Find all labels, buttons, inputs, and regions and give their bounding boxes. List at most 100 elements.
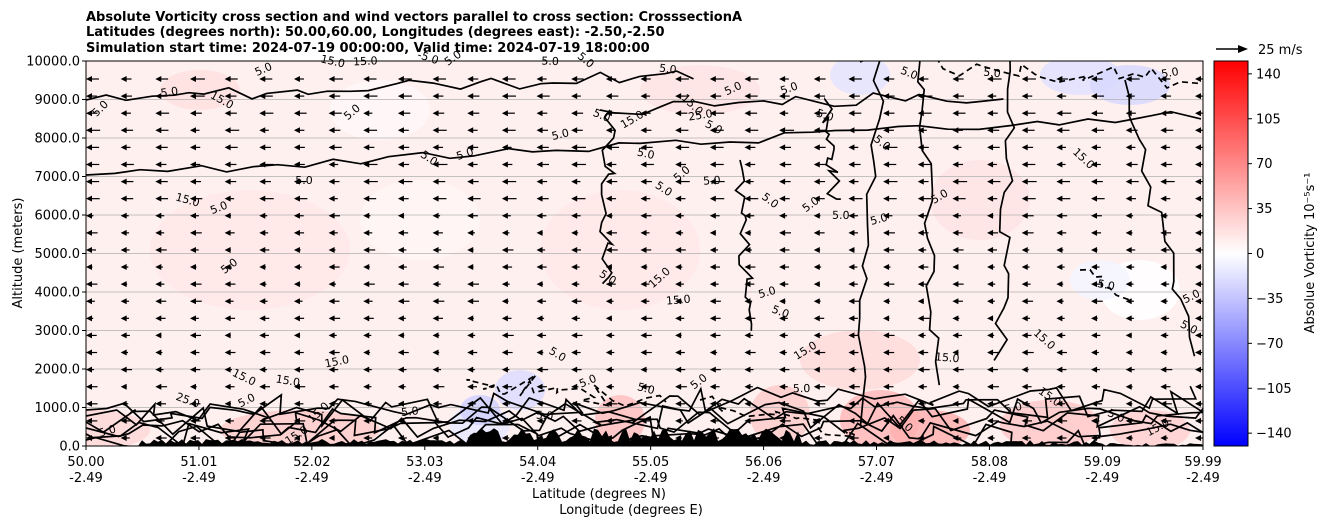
wind-vector <box>883 127 894 134</box>
wind-vector <box>1091 315 1098 322</box>
wind-vector <box>605 76 617 82</box>
wind-vector <box>744 76 759 82</box>
wind-vector <box>259 264 266 271</box>
wind-vector <box>467 298 479 305</box>
wind-vector <box>987 264 995 271</box>
x-tick-label-lat-1: 51.01 <box>180 455 217 470</box>
wind-vector <box>1021 229 1034 236</box>
wind-vector <box>328 349 340 356</box>
wind-vector <box>1125 229 1133 236</box>
wind-vector <box>1125 127 1138 134</box>
contour-lower-1 <box>86 414 1203 446</box>
wind-vector <box>1056 281 1064 288</box>
wind-vector <box>432 195 447 202</box>
colorbar-tick-label-3: 35 <box>1256 202 1273 217</box>
wind-vector <box>813 400 826 407</box>
wind-vector <box>1125 93 1135 100</box>
wind-vector <box>848 435 859 441</box>
wind-vector <box>675 298 682 305</box>
wind-vector <box>363 435 373 441</box>
wind-vector <box>189 400 201 407</box>
wind-vector <box>1056 417 1068 424</box>
wind-vector <box>293 127 305 134</box>
wind-vectors <box>86 76 1203 441</box>
contour-label-21: 5.0 <box>636 146 656 162</box>
wind-vector <box>259 349 271 356</box>
contour-upper-1 <box>86 110 1202 176</box>
wind-vector <box>709 178 725 185</box>
wind-vector <box>605 178 618 185</box>
contour-label-28: 5.0 <box>832 209 850 222</box>
x-tick-label-lon-3: -2.49 <box>408 471 442 486</box>
quiver-key-arrow-head <box>1238 45 1248 53</box>
wind-vector <box>1056 178 1071 185</box>
wind-vector <box>813 76 826 82</box>
wind-vector <box>189 435 201 441</box>
wind-vector <box>1160 246 1170 253</box>
wind-vector <box>155 366 164 373</box>
wind-vector <box>709 264 720 271</box>
wind-vector <box>189 281 202 288</box>
wind-vector <box>1160 383 1171 390</box>
wind-vector <box>259 383 270 390</box>
chart-title-line-3: Simulation start time: 2024-07-19 00:00:… <box>86 41 650 56</box>
wind-vector <box>259 435 271 441</box>
wind-vector <box>189 195 203 202</box>
wind-vector <box>1125 110 1136 117</box>
wind-vector <box>259 127 269 134</box>
wind-vector <box>328 298 340 305</box>
wind-vector <box>293 229 305 236</box>
terrain-profile <box>86 428 1203 446</box>
wind-vector <box>744 161 756 168</box>
wind-vector <box>987 212 994 219</box>
wind-vector <box>813 110 827 117</box>
wind-vector <box>709 332 721 339</box>
wind-vector <box>1091 383 1101 390</box>
wind-vector <box>675 229 684 236</box>
wind-vector <box>744 178 754 185</box>
wind-vector <box>259 417 272 424</box>
wind-vector <box>917 212 929 219</box>
wind-vector <box>397 212 405 219</box>
wind-vector <box>848 383 860 390</box>
contour-label-26: 5.0 <box>815 107 836 125</box>
wind-vector <box>779 332 788 339</box>
wind-vector <box>1021 110 1036 117</box>
wind-vector <box>675 383 687 390</box>
wind-vector <box>1125 383 1133 390</box>
contour-vertical-4 <box>993 61 1016 361</box>
wind-vector <box>224 281 236 288</box>
wind-vector <box>120 110 131 117</box>
wind-vector <box>432 93 444 100</box>
wind-vector <box>1195 212 1203 219</box>
wind-vector <box>1021 246 1030 253</box>
wind-vector <box>848 281 858 288</box>
wind-vector <box>917 76 929 82</box>
wind-vector <box>987 281 996 288</box>
wind-vector <box>709 281 719 288</box>
wind-vector <box>501 144 512 151</box>
wind-vector <box>363 281 375 288</box>
wind-vector <box>536 161 550 168</box>
wind-vector <box>397 161 410 168</box>
wind-vector <box>293 161 305 168</box>
wind-vector <box>328 246 336 253</box>
wind-vector <box>571 195 586 202</box>
chart-title-line-2: Latitudes (degrees north): 50.00,60.00, … <box>86 25 665 40</box>
wind-vector <box>86 76 99 82</box>
wind-vector <box>1056 229 1067 236</box>
wind-vector <box>536 246 546 253</box>
wind-vector <box>848 400 860 407</box>
wind-vector <box>224 195 235 202</box>
y-tick-label-7000: 7000.0 <box>35 170 81 185</box>
wind-vector <box>987 178 1001 185</box>
field-patch-21 <box>150 190 350 310</box>
wind-vector <box>779 212 788 219</box>
contour-lower-dashed-2 <box>699 395 856 438</box>
wind-vector <box>1021 400 1030 407</box>
wind-vector <box>120 178 134 185</box>
wind-vector <box>1021 366 1029 373</box>
wind-vector <box>1056 127 1070 134</box>
wind-vector <box>363 229 373 236</box>
wind-vector <box>883 161 897 168</box>
